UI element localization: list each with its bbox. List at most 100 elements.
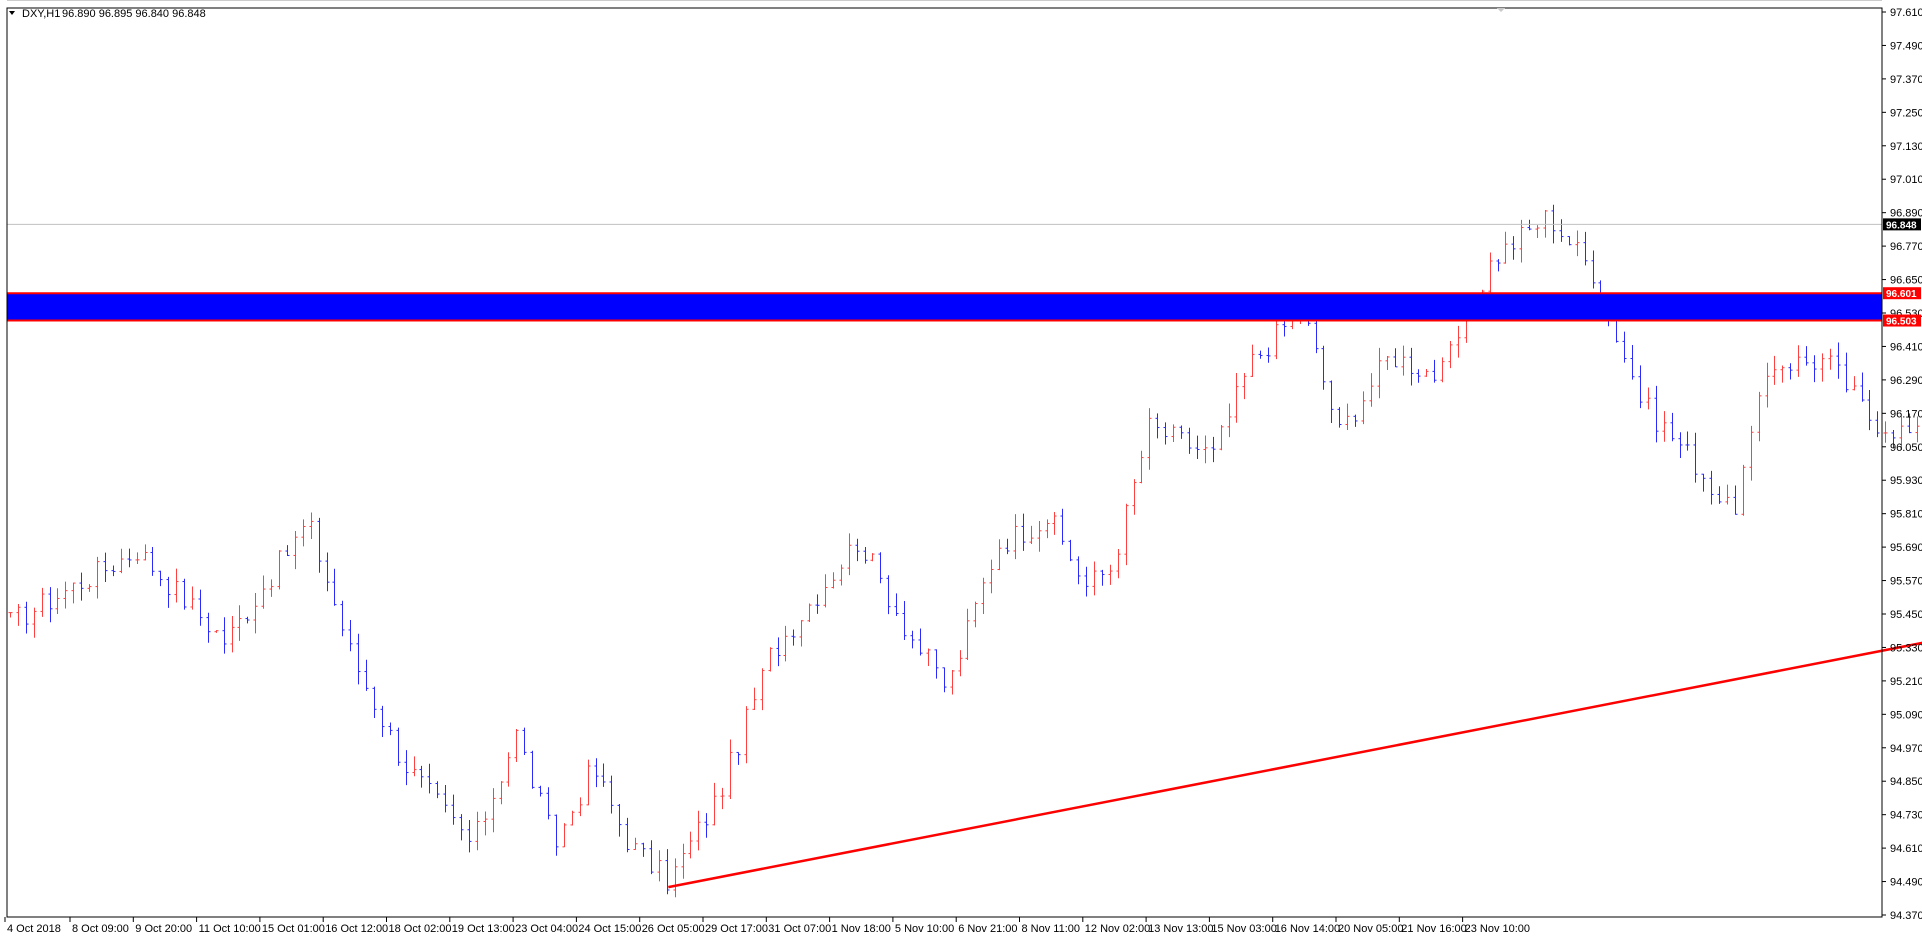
ohlc-bar[interactable] (1772, 355, 1777, 385)
ohlc-bar[interactable] (1852, 376, 1857, 391)
ohlc-bar[interactable] (997, 539, 1002, 571)
ohlc-bar[interactable] (1796, 345, 1801, 377)
ohlc-bar[interactable] (1021, 513, 1026, 551)
ohlc-bar[interactable] (1393, 348, 1398, 368)
ohlc-bar[interactable] (744, 706, 749, 764)
ohlc-bar[interactable] (1076, 556, 1081, 585)
ohlc-bar[interactable] (8, 612, 13, 618)
resistance-zone[interactable] (7, 293, 1882, 321)
ohlc-bar[interactable] (1670, 412, 1675, 442)
ohlc-bar[interactable] (1891, 429, 1896, 449)
ohlc-bar[interactable] (1187, 427, 1192, 454)
ohlc-bar[interactable] (1353, 414, 1358, 427)
ohlc-bar[interactable] (230, 616, 235, 653)
ohlc-bar[interactable] (1527, 219, 1532, 231)
ohlc-bar[interactable] (1709, 470, 1714, 505)
ohlc-bar[interactable] (578, 797, 583, 817)
ohlc-bar[interactable] (1139, 450, 1144, 484)
ohlc-bar[interactable] (665, 849, 670, 895)
ohlc-bar[interactable] (222, 617, 227, 654)
ohlc-bar[interactable] (261, 575, 266, 609)
ohlc-bar[interactable] (325, 552, 330, 592)
ohlc-bar[interactable] (127, 548, 132, 568)
ohlc-bar[interactable] (1068, 539, 1073, 562)
ohlc-bar[interactable] (1511, 236, 1516, 260)
ohlc-bar[interactable] (79, 572, 84, 601)
ohlc-bar[interactable] (760, 668, 765, 711)
ohlc-bar[interactable] (1052, 511, 1057, 535)
ohlc-bar[interactable] (649, 840, 654, 875)
ohlc-bar[interactable] (1899, 416, 1904, 450)
ohlc-bar[interactable] (1820, 353, 1825, 382)
plot-area[interactable] (7, 43, 1922, 898)
ohlc-bar[interactable] (894, 593, 899, 616)
ohlc-bar[interactable] (823, 574, 828, 608)
ohlc-bar[interactable] (1045, 519, 1050, 539)
ohlc-bar[interactable] (799, 620, 804, 647)
ohlc-bar[interactable] (1685, 431, 1690, 451)
ohlc-bar[interactable] (1258, 350, 1263, 359)
ohlc-bar[interactable] (1116, 549, 1121, 579)
ohlc-bar[interactable] (1211, 436, 1216, 463)
ohlc-bar[interactable] (934, 649, 939, 679)
ohlc-bar[interactable] (657, 850, 662, 882)
ohlc-bar[interactable] (380, 705, 385, 737)
ohlc-bar[interactable] (119, 548, 124, 574)
ohlc-bar[interactable] (1345, 403, 1350, 430)
ohlc-bar[interactable] (1108, 564, 1113, 585)
ohlc-bar[interactable] (364, 659, 369, 691)
ohlc-bar[interactable] (87, 584, 92, 592)
ohlc-bar[interactable] (965, 608, 970, 660)
ohlc-bar[interactable] (1369, 373, 1374, 407)
ohlc-bar[interactable] (1124, 503, 1129, 566)
ohlc-bar[interactable] (1575, 230, 1580, 257)
ohlc-bar[interactable] (1060, 508, 1065, 545)
ohlc-bar[interactable] (317, 517, 322, 573)
ohlc-bar[interactable] (1219, 425, 1224, 451)
ohlc-bar[interactable] (419, 765, 424, 788)
ohlc-bar[interactable] (135, 552, 140, 565)
ohlc-bar[interactable] (499, 781, 504, 805)
ohlc-bar[interactable] (427, 763, 432, 794)
ohlc-bar[interactable] (1147, 408, 1152, 470)
ohlc-bar[interactable] (1519, 219, 1524, 263)
ohlc-bar[interactable] (483, 811, 488, 836)
ohlc-bar[interactable] (103, 552, 108, 583)
ohlc-bar[interactable] (1155, 413, 1160, 439)
ohlc-bar[interactable] (1266, 347, 1271, 363)
ohlc-bar[interactable] (1788, 363, 1793, 380)
ohlc-bar[interactable] (1583, 231, 1588, 266)
ohlc-bar[interactable] (467, 820, 472, 853)
ohlc-bar[interactable] (95, 556, 100, 599)
ohlc-bar[interactable] (1496, 259, 1501, 272)
ohlc-bar[interactable] (1195, 435, 1200, 460)
ohlc-bar[interactable] (1234, 373, 1239, 423)
ohlc-bar[interactable] (356, 633, 361, 685)
ohlc-bar[interactable] (720, 787, 725, 810)
ohlc-bar[interactable] (1321, 345, 1326, 390)
ohlc-bar[interactable] (1836, 342, 1841, 379)
ohlc-bar[interactable] (198, 589, 203, 626)
ohlc-bar[interactable] (1622, 331, 1627, 363)
ohlc-bar[interactable] (530, 750, 535, 789)
ohlc-bar[interactable] (831, 572, 836, 589)
ohlc-bar[interactable] (158, 570, 163, 587)
ohlc-bar[interactable] (1701, 473, 1706, 492)
ohlc-bar[interactable] (1828, 348, 1833, 370)
ohlc-bar[interactable] (1037, 520, 1042, 552)
ohlc-bar[interactable] (1092, 561, 1097, 596)
ohlc-bar[interactable] (301, 519, 306, 547)
ohlc-bar[interactable] (1179, 425, 1184, 439)
ohlc-bar[interactable] (696, 810, 701, 851)
ohlc-bar[interactable] (253, 593, 258, 634)
ohlc-bar[interactable] (150, 546, 155, 576)
ohlc-bar[interactable] (277, 550, 282, 590)
ohlc-bar[interactable] (688, 831, 693, 859)
ohlc-bar[interactable] (570, 810, 575, 826)
ohlc-bar[interactable] (1765, 362, 1770, 408)
ohlc-bar[interactable] (1385, 356, 1390, 371)
ohlc-bar[interactable] (776, 637, 781, 667)
ohlc-bar[interactable] (926, 648, 931, 667)
ohlc-bar[interactable] (237, 605, 242, 641)
ohlc-bar[interactable] (1377, 347, 1382, 399)
